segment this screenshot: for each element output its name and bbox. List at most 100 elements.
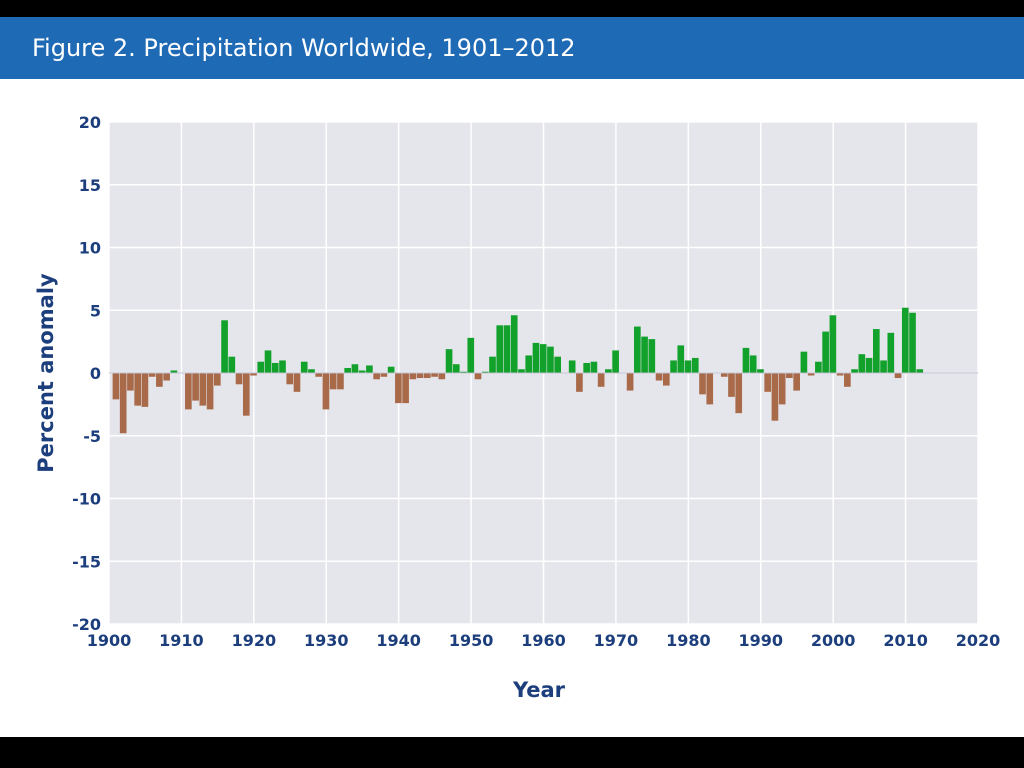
bar-1955 <box>503 325 511 373</box>
x-tick-labels: 1900 1910 1920 1930 1940 1950 1960 1970 1980 1990… <box>87 631 1001 650</box>
bar-1940 <box>395 373 402 404</box>
y-tick-label: 5 <box>90 301 101 320</box>
x-tick-label: 1900 <box>87 631 132 650</box>
bar-1988 <box>742 347 750 373</box>
bar-1926 <box>293 373 301 392</box>
bar-1949 <box>460 371 467 373</box>
x-tick-label: 1910 <box>159 631 204 650</box>
bar-1993 <box>778 373 786 405</box>
bar-1907 <box>156 373 163 387</box>
bar-1915 <box>214 373 221 386</box>
bar-1948 <box>452 364 460 373</box>
bar-1918 <box>235 373 243 385</box>
x-tick-label: 1990 <box>738 631 783 650</box>
x-tick-label: 2010 <box>883 631 928 650</box>
y-tick-label: 0 <box>90 364 101 383</box>
bar-1996 <box>800 351 808 373</box>
bar-1942 <box>409 373 417 380</box>
bar-1974 <box>641 336 648 373</box>
bar-1961 <box>547 346 554 373</box>
figure-header: Figure 2. Precipitation Worldwide, 1901–… <box>0 17 1024 79</box>
bar-1938 <box>380 373 388 377</box>
precipitation-bar-chart: 20 15 10 5 0 -5 -10 -15 -20 1900 1910 1920 1930 1940… <box>34 113 1001 702</box>
bar-1978 <box>670 360 677 373</box>
bar-1954 <box>496 325 504 373</box>
bar-1944 <box>424 373 431 379</box>
bar-1920 <box>250 373 257 376</box>
bar-1983 <box>706 373 714 405</box>
bar-2002 <box>844 373 851 387</box>
bar-1962 <box>554 356 561 373</box>
bar-1925 <box>286 373 294 385</box>
bar-1965 <box>576 373 583 392</box>
bar-1970 <box>612 350 619 373</box>
bar-1931 <box>329 373 337 390</box>
bar-1964 <box>568 360 576 373</box>
bar-2000 <box>829 315 837 373</box>
figure-frame: Figure 2. Precipitation Worldwide, 1901–… <box>0 17 1024 737</box>
bar-1916 <box>221 320 228 373</box>
bar-2010 <box>901 307 909 373</box>
bar-1969 <box>605 369 612 373</box>
bar-1979 <box>677 345 685 373</box>
bar-1998 <box>815 361 822 373</box>
bar-1911 <box>185 373 192 410</box>
bar-1908 <box>163 373 170 381</box>
bar-1917 <box>228 356 236 373</box>
bar-1995 <box>793 373 800 391</box>
x-tick-label: 2000 <box>811 631 856 650</box>
bar-1919 <box>242 373 250 416</box>
y-tick-labels: 20 15 10 5 0 -5 -10 -15 -20 <box>72 113 101 634</box>
x-tick-label: 1930 <box>304 631 349 650</box>
bar-1947 <box>445 349 453 373</box>
y-tick-label: 15 <box>79 176 101 195</box>
bar-1999 <box>822 331 829 373</box>
bar-1958 <box>525 355 533 373</box>
bar-2012 <box>916 369 924 373</box>
bar-1953 <box>489 356 496 373</box>
bar-1906 <box>148 373 156 377</box>
y-tick-label: 10 <box>79 239 101 258</box>
bar-1975 <box>648 339 656 373</box>
y-tick-label: -15 <box>72 552 101 571</box>
bar-1928 <box>308 369 315 373</box>
bar-1976 <box>655 373 663 381</box>
bar-1950 <box>467 337 475 373</box>
bar-2006 <box>873 329 880 373</box>
bar-1986 <box>728 373 735 397</box>
bar-1991 <box>764 373 772 392</box>
bar-2001 <box>836 373 844 376</box>
bar-1959 <box>532 342 540 373</box>
bar-1982 <box>699 373 706 395</box>
bar-1929 <box>315 373 323 377</box>
bar-1902 <box>119 373 127 434</box>
bar-1914 <box>206 373 214 410</box>
bar-2008 <box>887 332 895 373</box>
bar-2009 <box>894 373 902 379</box>
bar-1941 <box>402 373 409 404</box>
bar-1932 <box>337 373 344 390</box>
x-tick-label: 1920 <box>232 631 277 650</box>
bar-1980 <box>684 360 692 373</box>
bar-1921 <box>257 361 265 373</box>
bar-1924 <box>279 360 286 373</box>
bar-1901 <box>112 373 120 400</box>
bar-1937 <box>373 373 380 380</box>
bar-1997 <box>807 373 815 376</box>
bar-1968 <box>597 373 605 387</box>
bar-1935 <box>358 370 366 373</box>
x-tick-label: 1950 <box>449 631 494 650</box>
y-tick-label: 20 <box>79 113 101 132</box>
bar-1956 <box>510 315 518 373</box>
bar-1930 <box>322 373 330 410</box>
bar-1912 <box>192 373 199 401</box>
bar-1966 <box>583 362 590 373</box>
bar-1933 <box>344 367 351 373</box>
bar-2011 <box>909 312 916 373</box>
bar-1905 <box>141 373 149 407</box>
bar-1994 <box>786 373 793 379</box>
bar-1987 <box>735 373 743 414</box>
bar-2007 <box>880 360 887 373</box>
bar-1967 <box>590 361 598 373</box>
bar-1934 <box>351 364 359 373</box>
